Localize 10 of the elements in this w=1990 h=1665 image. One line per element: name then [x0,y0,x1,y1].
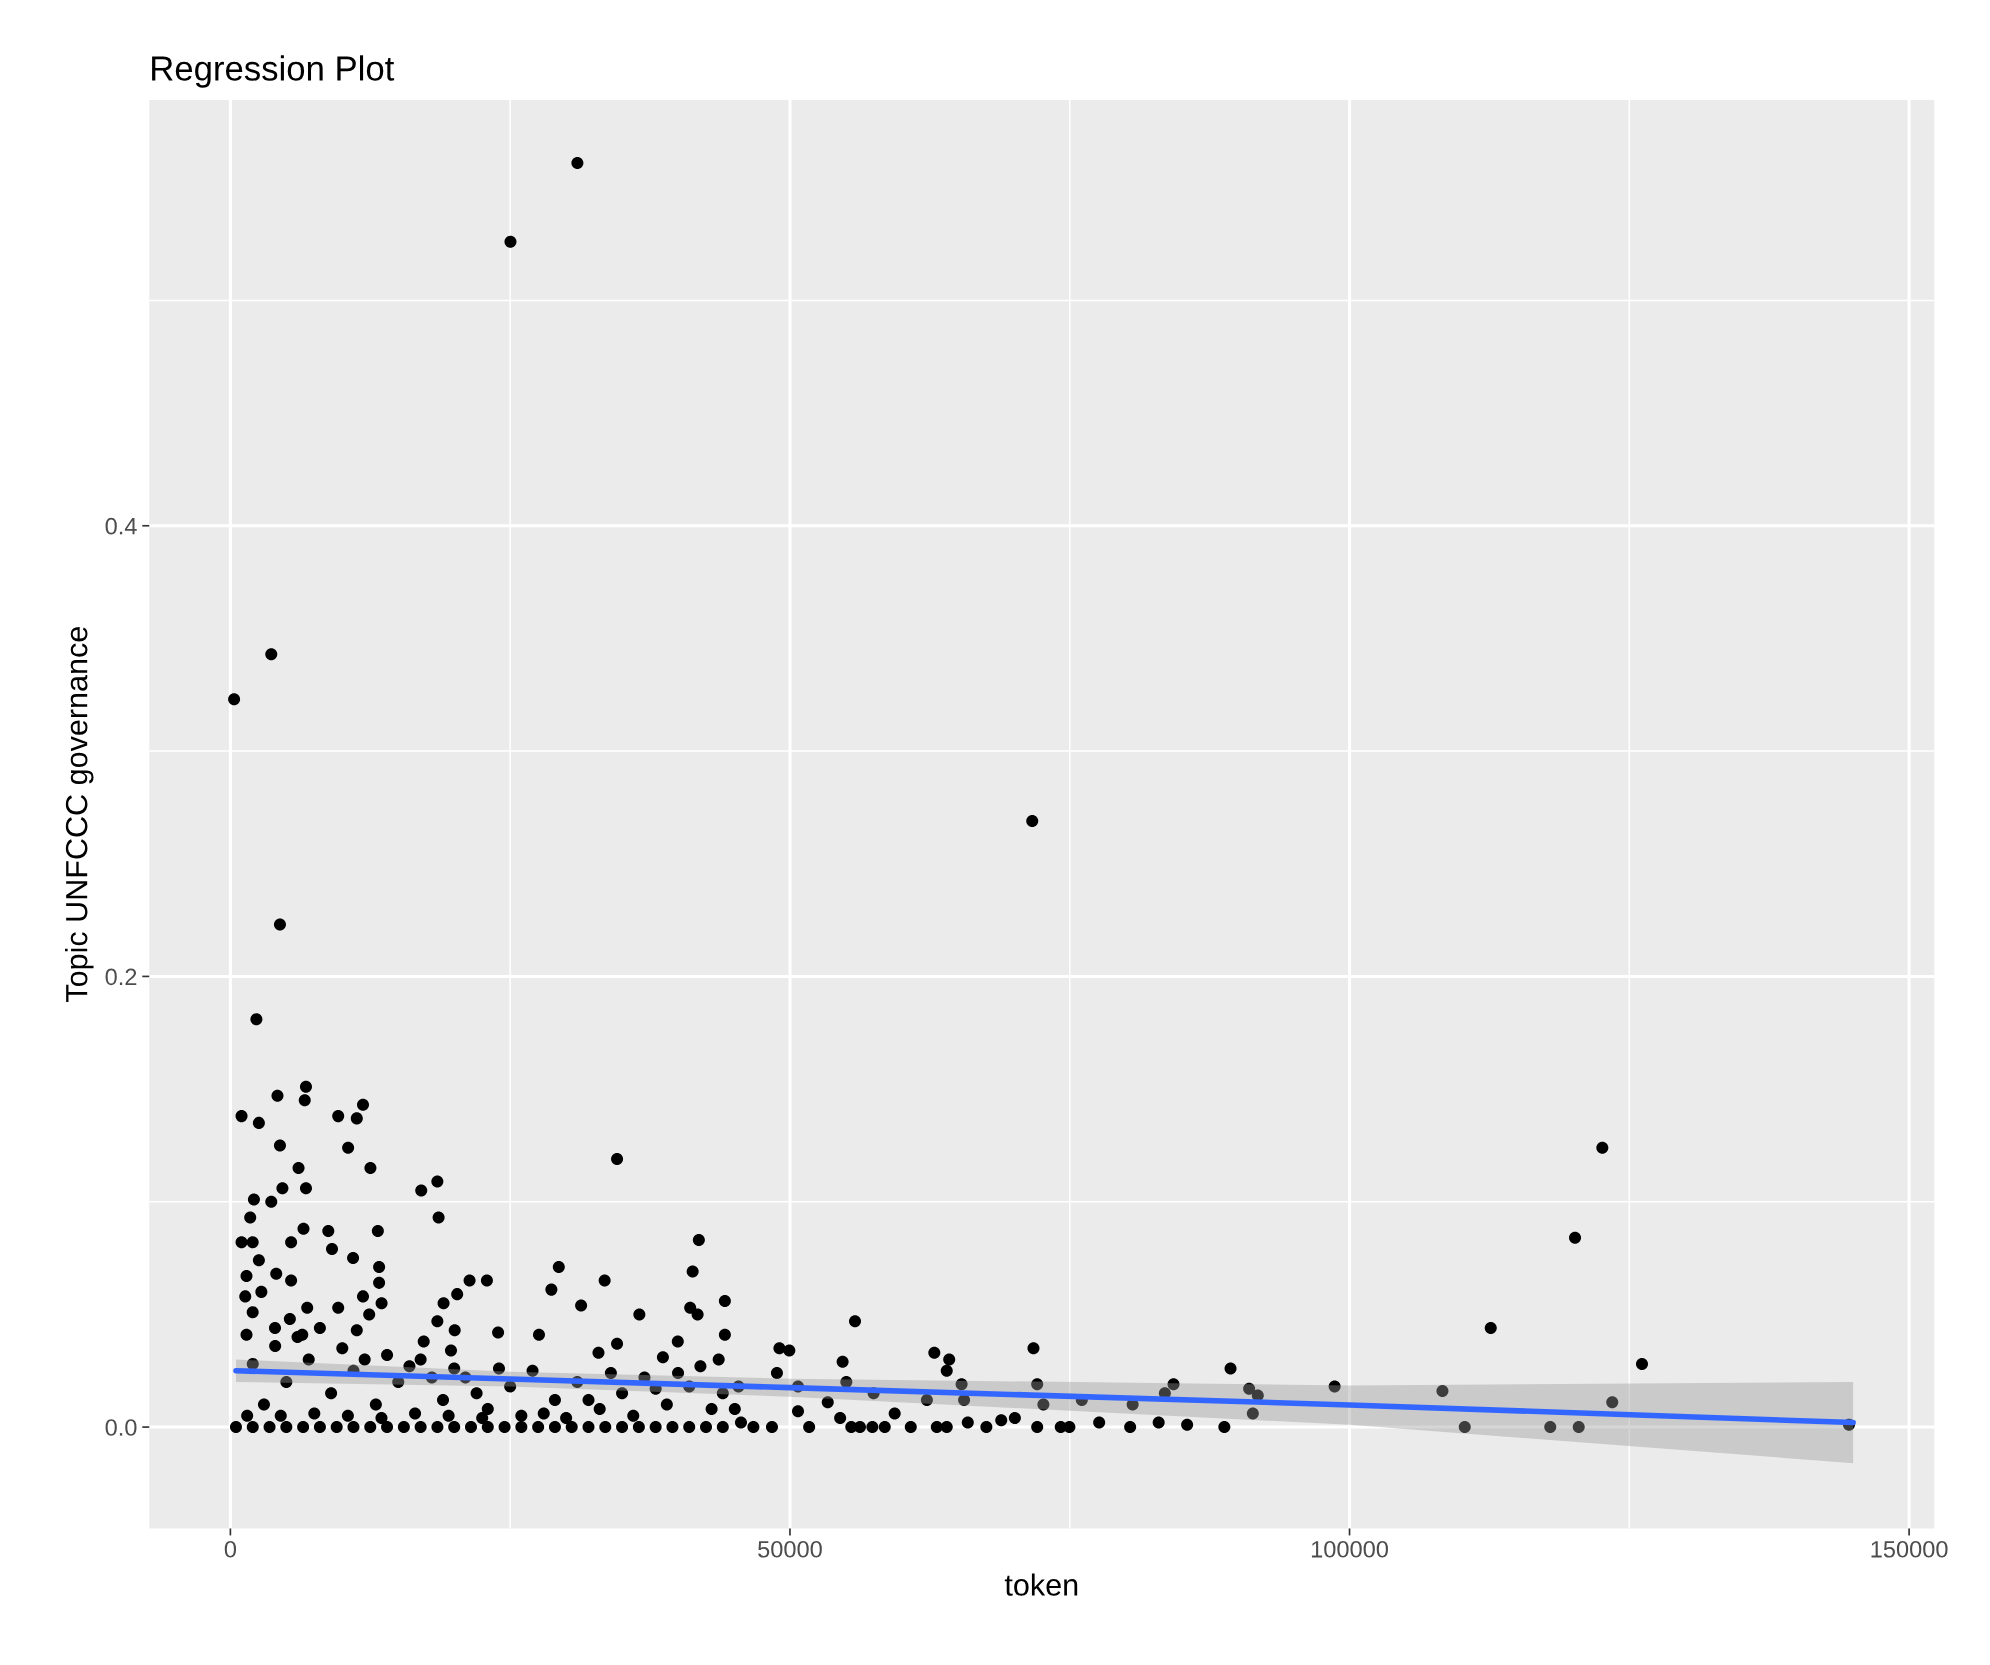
y-tick-label: 0.0 [105,1419,137,1436]
x-tick-label: 150000 [1871,1540,1948,1558]
y-tick-label: 0.4 [105,517,137,535]
chart-title: Regression Plot [152,55,395,88]
y-axis-title: Topic UNFCCC governance [65,627,94,1002]
x-tick-label: 100000 [1311,1540,1388,1558]
x-tick-label: 0 [224,1540,237,1558]
x-axis-title: token [1004,1573,1078,1596]
y-tick-label: 0.2 [105,968,137,986]
x-tick-label: 50000 [758,1540,822,1558]
